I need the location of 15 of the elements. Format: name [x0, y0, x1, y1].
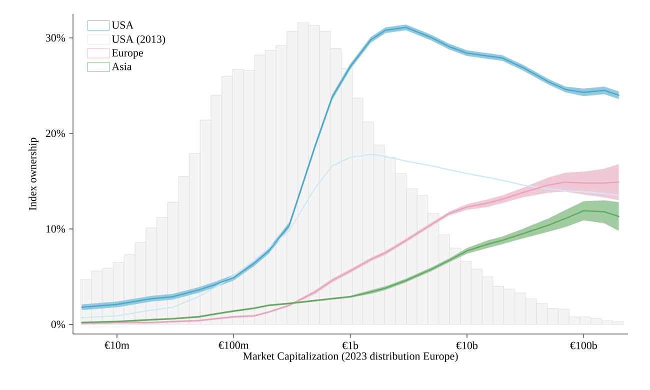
x-tick-label: €100m: [218, 342, 249, 349]
y-tick-label: 0%: [51, 320, 66, 328]
legend-label: Asia: [112, 62, 132, 70]
x-tick-label: €1b: [342, 342, 358, 350]
legend-label: USA (2013): [112, 35, 166, 46]
x-tick-label: €10b: [456, 342, 478, 350]
y-axis-title: Index ownership: [28, 138, 39, 210]
legend-label: USA: [112, 21, 134, 29]
x-tick-label: €100b: [570, 342, 597, 350]
y-tick-label: 20%: [46, 130, 66, 138]
legend-label: Europe: [112, 49, 143, 59]
y-tick-label: 30%: [46, 34, 66, 42]
x-axis-title: Market Capitalization (2023 distribution Europe): [243, 352, 458, 362]
y-tick-label: 10%: [46, 225, 66, 233]
x-tick-label: €10m: [104, 342, 130, 349]
